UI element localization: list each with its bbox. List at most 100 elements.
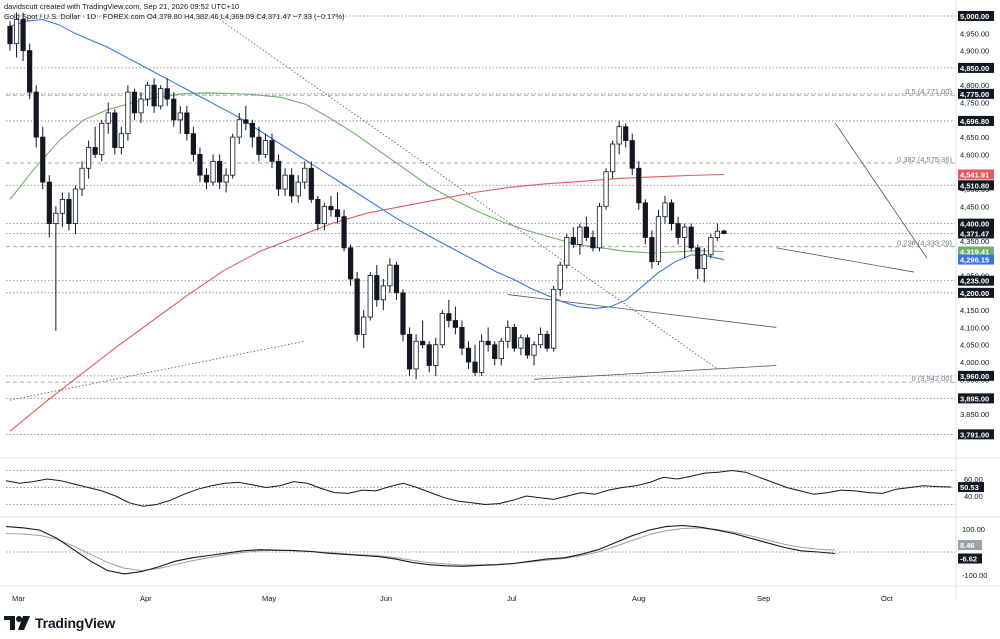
candle-body <box>406 333 413 370</box>
candle-body <box>105 112 111 124</box>
price-tag <box>958 287 994 298</box>
candle-body <box>92 147 98 155</box>
candle-body <box>171 98 177 121</box>
trendline <box>507 294 777 328</box>
candle-body <box>164 88 170 100</box>
candle-body <box>125 91 131 135</box>
trendline <box>9 340 305 401</box>
price-tag <box>958 11 994 21</box>
rsi-line <box>5 469 952 507</box>
candle-body <box>518 337 524 349</box>
x-axis-label: Mar <box>12 594 25 603</box>
candle-body <box>295 181 301 197</box>
candle-body <box>72 188 79 225</box>
price-tag-label: 4,696.80 <box>960 117 989 126</box>
candle-body <box>610 143 616 173</box>
x-axis-label: Aug <box>632 594 645 603</box>
candle-body <box>354 278 360 335</box>
price-tag <box>958 429 994 440</box>
candle-body <box>144 84 151 100</box>
price-tag-label: 4,850.00 <box>960 64 989 73</box>
candle-body <box>452 320 459 328</box>
macd-tag-label: -6.62 <box>960 555 977 564</box>
candle-body <box>459 327 465 349</box>
candle-body <box>446 313 452 321</box>
candle-body <box>551 288 557 349</box>
x-axis-label: Jul <box>507 594 517 603</box>
candle-body <box>289 174 295 197</box>
candle-body <box>708 237 714 256</box>
candle-body <box>387 264 393 287</box>
candle-body <box>138 98 144 114</box>
candle-body <box>223 174 229 183</box>
candle-body <box>112 112 118 148</box>
candle-body <box>590 237 596 249</box>
candle-body <box>197 154 203 176</box>
candle-body <box>53 212 59 225</box>
credit-line: davidscutt created with TradingView.com,… <box>4 2 240 11</box>
candle-body <box>282 174 288 190</box>
trendline <box>219 19 718 370</box>
macd-tag <box>958 540 982 551</box>
candle-body <box>465 347 472 363</box>
candle-body <box>492 344 498 359</box>
candle-body <box>230 136 236 176</box>
candle-body <box>66 198 72 225</box>
candle-body <box>243 119 249 124</box>
candle-body <box>361 316 367 335</box>
candle-body <box>485 340 491 346</box>
candle-body <box>478 340 485 373</box>
y-tick-label: 4,000.00 <box>960 358 989 367</box>
fib-label: 0 (3,942.00) <box>912 374 953 383</box>
candle-body <box>596 205 603 249</box>
candle-body <box>603 171 609 207</box>
candle-body <box>341 216 347 249</box>
tradingview-logo: TradingView <box>4 612 115 634</box>
x-axis-label: Oct <box>881 594 894 603</box>
candle-body <box>184 112 190 135</box>
candle-body <box>721 230 727 234</box>
candle-body <box>498 340 504 359</box>
price-tag <box>958 228 994 239</box>
y-tick-label: 4,050.00 <box>960 341 989 350</box>
price-tag <box>958 169 994 180</box>
price-tag-label: 4,371.47 <box>960 229 989 238</box>
candle-body <box>577 226 583 245</box>
candle-body <box>7 25 13 45</box>
candle-body <box>570 237 576 245</box>
macd-tag <box>958 553 982 564</box>
candle-body <box>99 122 105 155</box>
candle-body <box>33 91 39 138</box>
candle-body <box>426 344 432 366</box>
price-tag-label: 4,510.80 <box>960 181 989 190</box>
macd-tag-label: 8.46 <box>960 541 975 550</box>
rsi-current-label: 50.53 <box>960 483 979 492</box>
price-tag-label: 3,895.00 <box>960 394 989 403</box>
candle-body <box>321 205 328 225</box>
candle-body <box>420 340 426 346</box>
candle-body <box>505 327 511 342</box>
y-tick-label: 4,150.00 <box>960 306 989 315</box>
candles-group <box>7 12 727 380</box>
candle-body <box>86 147 92 169</box>
candle-body <box>583 226 590 238</box>
candle-body <box>380 285 386 301</box>
candle-body <box>216 160 223 183</box>
candle-body <box>668 202 675 225</box>
moving-average-fast <box>9 18 725 309</box>
candle-body <box>511 327 517 349</box>
price-tag-label: 4,235.00 <box>960 277 989 286</box>
candle-body <box>675 223 681 238</box>
x-axis-label: May <box>262 594 276 603</box>
y-tick-label: 4,600.00 <box>960 150 989 159</box>
price-tag <box>958 393 994 404</box>
price-tag <box>958 180 994 191</box>
candle-body <box>59 198 66 214</box>
y-tick-label: 4,750.00 <box>960 99 989 108</box>
candle-body <box>210 160 216 183</box>
candle-body <box>714 230 721 238</box>
price-tag <box>958 88 994 99</box>
trendline <box>533 365 777 380</box>
candle-body <box>537 333 544 346</box>
